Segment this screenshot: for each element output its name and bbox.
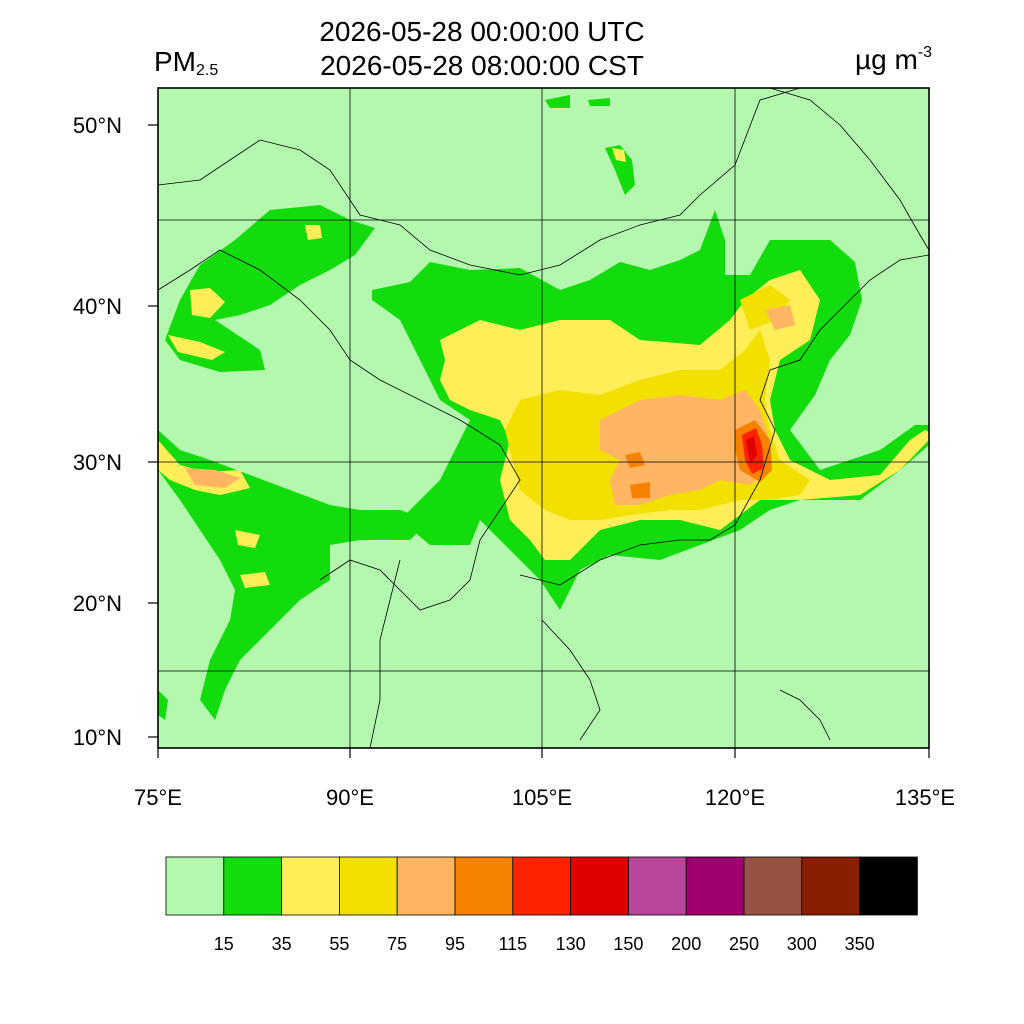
colorbar-label: 130 — [556, 934, 586, 954]
contour-35-55-sa2 — [235, 530, 260, 548]
colorbar-label: 15 — [214, 934, 234, 954]
contour-95-115-2 — [625, 452, 645, 468]
lon-label-135: 135°E — [895, 785, 955, 810]
local-time-title: 2026-05-28 08:00:00 CST — [320, 50, 644, 81]
utc-time-title: 2026-05-28 00:00:00 UTC — [319, 16, 645, 47]
colorbar-swatch — [628, 856, 687, 916]
colorbar-label: 75 — [387, 934, 407, 954]
map-frame — [157, 87, 930, 749]
colorbar-swatch — [743, 856, 803, 916]
unit-label: µg m-3 — [854, 44, 932, 75]
colorbar-label: 200 — [671, 934, 701, 954]
lon-label-75: 75°E — [134, 785, 182, 810]
colorbar-swatch — [165, 856, 225, 916]
contour-15-35-north2 — [545, 95, 570, 108]
contour-15-35-northwest — [165, 205, 375, 372]
colorbar-label: 350 — [845, 934, 875, 954]
colorbar-swatch — [281, 856, 340, 916]
contour-15-35-blob — [158, 690, 168, 720]
colorbar-label: 300 — [787, 934, 817, 954]
contour-75-95-ne — [765, 305, 795, 330]
contour-55-75-ne — [740, 285, 790, 330]
colorbar-label: 150 — [613, 934, 643, 954]
pollution-field — [158, 95, 929, 720]
colorbar-swatch — [801, 856, 860, 916]
colorbar-label: 95 — [445, 934, 465, 954]
colorbar-label: 250 — [729, 934, 759, 954]
colorbar-swatch — [396, 856, 456, 916]
colorbar: 15 35 55 75 95 115 130 150 200 250 300 350 — [165, 856, 918, 954]
colorbar-swatch — [512, 856, 571, 916]
lon-label-90: 90°E — [326, 785, 374, 810]
colorbar-label: 35 — [272, 934, 292, 954]
lat-tick-marks — [148, 124, 930, 758]
variable-label: PM2.5 — [154, 46, 219, 79]
lat-label-40: 40°N — [73, 294, 122, 319]
contour-35-55-nw — [190, 288, 225, 318]
lat-label-30: 30°N — [73, 450, 122, 475]
colorbar-swatch — [570, 856, 629, 916]
colorbar-swatch — [223, 856, 283, 916]
lat-label-20: 20°N — [73, 591, 122, 616]
lat-label-10: 10°N — [73, 725, 122, 750]
contour-130-150 — [746, 436, 757, 464]
contour-15-35-north3 — [588, 98, 610, 106]
contour-35-55-sa3 — [240, 572, 270, 588]
contour-95-115-3 — [630, 482, 650, 498]
colorbar-swatch — [859, 856, 918, 916]
contour-35-55-blob2 — [612, 148, 626, 162]
colorbar-swatch — [338, 856, 398, 916]
contour-75-95-sa — [185, 468, 240, 488]
graticule — [158, 88, 929, 748]
lon-label-105: 105°E — [512, 785, 572, 810]
colorbar-swatch — [685, 856, 745, 916]
contour-35-55-nw2 — [168, 335, 225, 360]
colorbar-swatch — [454, 856, 514, 916]
colorbar-label: 55 — [329, 934, 349, 954]
lat-label-50: 50°N — [73, 113, 122, 138]
contour-15-35-north — [605, 145, 635, 195]
contour-75-95 — [600, 390, 770, 505]
colorbar-label: 115 — [498, 934, 527, 954]
boundary-lines — [158, 88, 929, 748]
contour-35-55-blob — [305, 225, 322, 240]
lon-label-120: 120°E — [705, 785, 765, 810]
contour-15-35-south-asia — [158, 430, 430, 720]
